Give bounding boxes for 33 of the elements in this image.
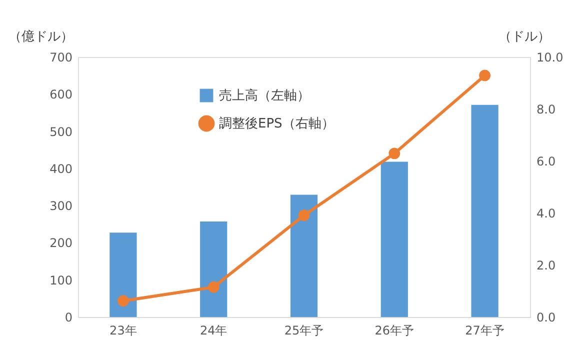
y2-tick-label: 8.0 [536,102,556,116]
y-tick-label: 700 [50,50,72,64]
x-tick-label: 27年予 [465,324,504,338]
y2-tick-label: 6.0 [536,154,556,168]
y2-axis-title: （ドル） [498,30,550,44]
y-tick-label: 0 [64,310,72,324]
legend-label: 売上高（左軸） [219,88,310,104]
y-tick-label: 300 [50,199,72,214]
y-tick-label: 100 [50,273,72,288]
point [479,70,490,82]
x-tick-label: 24年 [200,324,228,338]
y2-tick-label: 10.0 [536,50,564,64]
bar [471,104,498,317]
y-tick-label: 500 [50,124,72,139]
bar [200,222,228,317]
point [298,210,310,222]
x-tick-label: 25年予 [284,324,324,338]
legend-label: 調整後EPS（右軸） [219,116,334,132]
y-tick-label: 400 [50,162,72,176]
y-tick-label: 200 [50,236,72,250]
y2-tick-label: 4.0 [536,206,556,220]
bar [380,162,408,317]
point [118,295,129,307]
y-axis-title: （億ドル） [8,30,74,44]
bar [290,194,318,317]
point [208,281,220,293]
y2-tick-label: 2.0 [536,258,556,272]
x-tick-label: 23年 [110,324,137,338]
x-tick-label: 26年予 [374,324,414,338]
y2-tick-label: 0.0 [536,310,556,324]
point [388,148,400,160]
bar [110,232,137,317]
y-tick-label: 600 [50,88,72,102]
